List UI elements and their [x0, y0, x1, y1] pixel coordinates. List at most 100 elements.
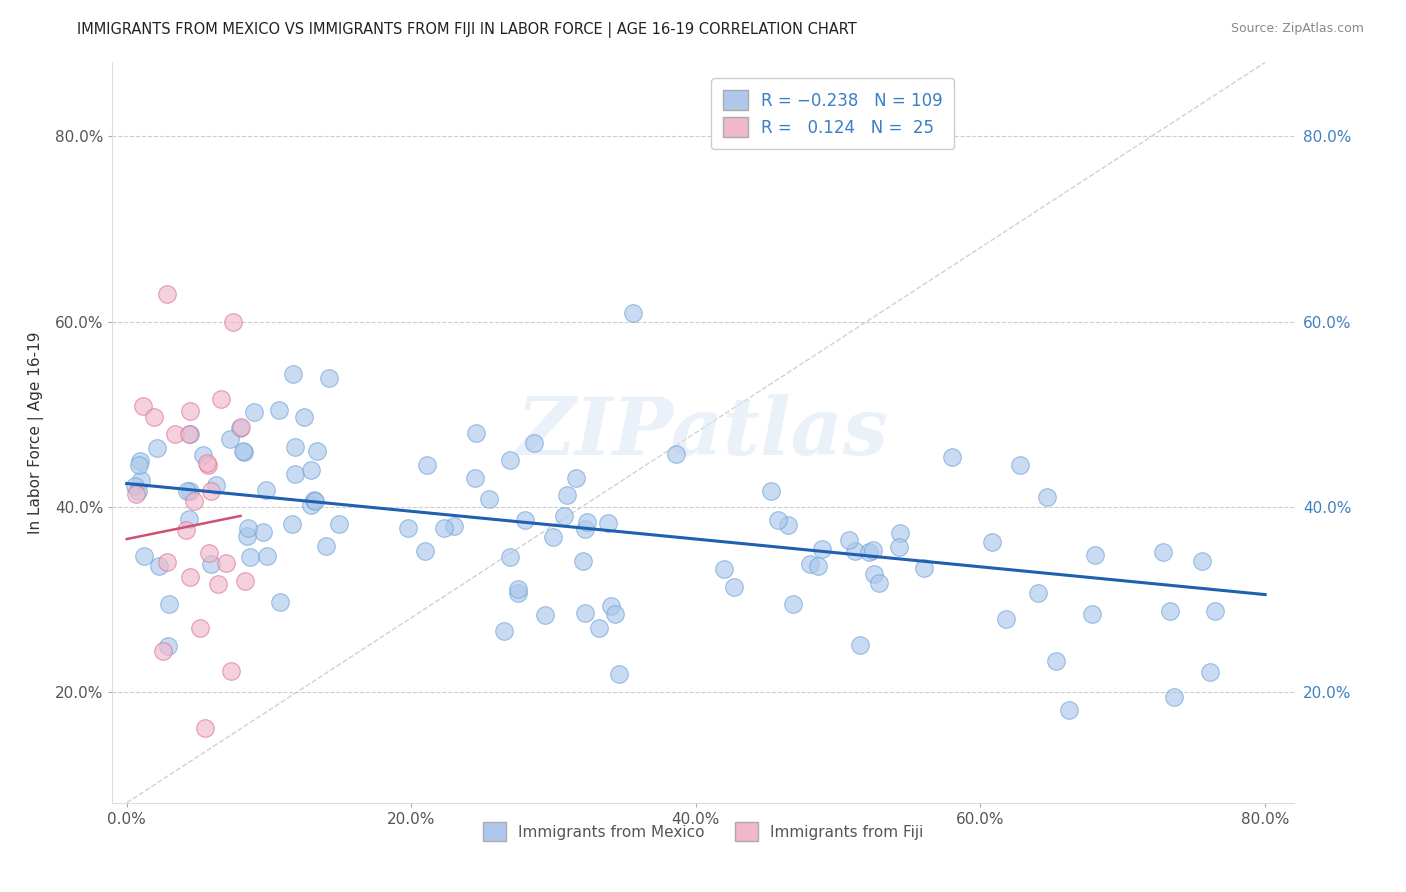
Point: [574, 522, 596, 536]
Point: [229, 420, 252, 434]
Point: [190, 622, 212, 636]
Point: [433, 521, 456, 535]
Point: [191, 448, 214, 462]
Point: [305, 443, 328, 458]
Point: [302, 493, 325, 508]
Point: [254, 483, 277, 497]
Point: [197, 546, 219, 560]
Point: [576, 515, 599, 529]
Point: [1036, 491, 1059, 505]
Point: [1084, 548, 1107, 562]
Point: [163, 427, 186, 442]
Point: [127, 483, 149, 498]
Point: [195, 456, 218, 470]
Text: ZIPatlas: ZIPatlas: [517, 394, 889, 471]
Point: [1152, 545, 1174, 559]
Point: [534, 608, 557, 623]
Point: [862, 542, 884, 557]
Point: [553, 508, 575, 523]
Point: [142, 410, 165, 425]
Point: [555, 488, 578, 502]
Point: [299, 499, 322, 513]
Point: [858, 545, 880, 559]
Point: [506, 586, 529, 600]
Point: [219, 664, 242, 678]
Point: [157, 597, 180, 611]
Point: [912, 561, 935, 575]
Point: [574, 606, 596, 620]
Point: [229, 421, 252, 435]
Point: [134, 549, 156, 563]
Point: [941, 450, 963, 465]
Point: [522, 436, 544, 450]
Point: [1204, 604, 1226, 618]
Point: [1199, 665, 1222, 679]
Point: [1159, 604, 1181, 618]
Point: [776, 518, 799, 533]
Point: [499, 549, 522, 564]
Point: [215, 556, 238, 570]
Point: [1045, 654, 1067, 668]
Point: [599, 599, 621, 614]
Point: [179, 570, 201, 584]
Point: [179, 404, 201, 418]
Point: [219, 433, 242, 447]
Point: [232, 443, 254, 458]
Point: [713, 562, 735, 576]
Point: [235, 529, 257, 543]
Point: [256, 549, 278, 563]
Point: [209, 392, 232, 406]
Point: [396, 521, 419, 535]
Point: [304, 493, 326, 508]
Point: [811, 541, 834, 556]
Point: [889, 526, 911, 541]
Point: [665, 447, 688, 461]
Point: [200, 483, 222, 498]
Point: [129, 473, 152, 487]
Point: [156, 555, 179, 569]
Point: [183, 493, 205, 508]
Point: [464, 471, 486, 485]
Point: [174, 523, 197, 537]
Text: Source: ZipAtlas.com: Source: ZipAtlas.com: [1230, 22, 1364, 36]
Point: [799, 557, 821, 571]
Point: [499, 452, 522, 467]
Point: [132, 399, 155, 413]
Point: [207, 577, 229, 591]
Point: [124, 478, 146, 492]
Point: [243, 405, 266, 419]
Y-axis label: In Labor Force | Age 16-19: In Labor Force | Age 16-19: [28, 331, 44, 534]
Point: [292, 409, 315, 424]
Point: [328, 516, 350, 531]
Point: [838, 533, 860, 547]
Point: [768, 513, 790, 527]
Point: [1026, 585, 1049, 599]
Point: [233, 574, 256, 588]
Point: [125, 487, 148, 501]
Point: [179, 483, 201, 498]
Point: [222, 314, 245, 328]
Point: [443, 519, 465, 533]
Point: [506, 582, 529, 596]
Point: [1163, 690, 1185, 705]
Point: [416, 458, 439, 473]
Point: [572, 554, 595, 568]
Legend: Immigrants from Mexico, Immigrants from Fiji: Immigrants from Mexico, Immigrants from …: [477, 816, 929, 847]
Point: [598, 516, 620, 530]
Point: [315, 539, 337, 553]
Point: [759, 484, 782, 499]
Point: [464, 426, 486, 441]
Point: [492, 624, 515, 639]
Point: [281, 517, 304, 532]
Point: [887, 540, 910, 554]
Point: [413, 544, 436, 558]
Point: [148, 559, 170, 574]
Point: [284, 467, 307, 482]
Point: [269, 595, 291, 609]
Point: [177, 427, 200, 442]
Point: [236, 521, 259, 535]
Point: [848, 638, 870, 652]
Point: [513, 513, 536, 527]
Point: [176, 484, 198, 499]
Point: [806, 558, 828, 573]
